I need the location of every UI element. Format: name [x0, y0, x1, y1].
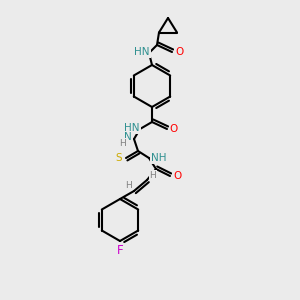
- Text: O: O: [173, 171, 181, 181]
- Text: H: H: [124, 182, 131, 190]
- Text: O: O: [175, 47, 183, 57]
- Text: HN: HN: [124, 123, 140, 133]
- Text: H: H: [150, 170, 156, 179]
- Text: F: F: [117, 244, 123, 256]
- Text: O: O: [170, 124, 178, 134]
- Text: HN: HN: [134, 47, 150, 57]
- Text: NH: NH: [151, 153, 167, 163]
- Text: S: S: [116, 153, 122, 163]
- Text: H: H: [118, 139, 125, 148]
- Text: N: N: [124, 132, 132, 142]
